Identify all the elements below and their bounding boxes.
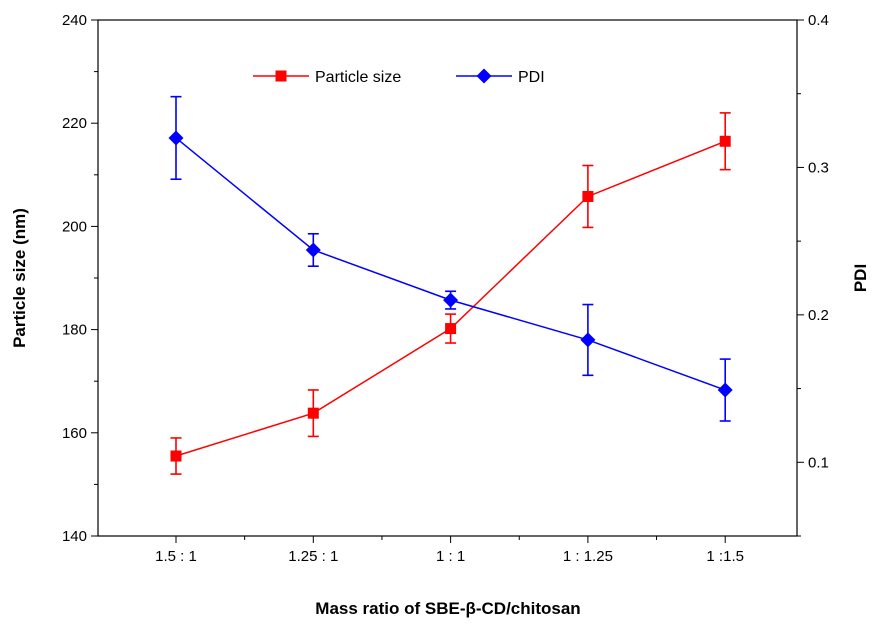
legend-marker — [275, 70, 287, 82]
plot-frame — [97, 19, 798, 537]
right-tick-label: 0.2 — [808, 307, 829, 324]
legend: Particle size PDI — [253, 68, 545, 86]
left-y-axis-title: Particle size (nm) — [10, 208, 29, 348]
right-tick-label: 0.4 — [808, 12, 829, 29]
legend-label: PDI — [518, 69, 545, 86]
series-line — [175, 137, 726, 391]
data-point — [582, 190, 594, 202]
legend-item-2: PDI — [456, 68, 545, 86]
data-point — [305, 242, 321, 258]
data-point — [719, 135, 731, 147]
data-point — [168, 130, 184, 146]
left-tick-label: 240 — [62, 12, 87, 29]
x-axis: 1.5 : 1 1.25 : 1 1 : 1 1 : 1.25 1 :1.5 — [155, 536, 744, 565]
data-point — [443, 292, 459, 308]
x-tick-label: 1.5 : 1 — [155, 548, 197, 565]
data-point — [580, 332, 596, 348]
left-tick-label: 180 — [62, 322, 87, 339]
series-layer — [168, 95, 733, 475]
left-tick-label: 200 — [62, 218, 87, 235]
left-tick-label: 140 — [62, 528, 87, 545]
data-point — [170, 450, 182, 462]
right-y-axis: 0.1 0.2 0.3 0.4 — [797, 12, 829, 537]
left-y-axis: 140 160 180 200 220 240 — [62, 12, 98, 545]
x-axis-title: Mass ratio of SBE-β-CD/chitosan — [315, 599, 580, 618]
plot-border — [97, 19, 798, 537]
x-tick-label: 1 : 1.25 — [563, 548, 613, 565]
right-y-axis-title: PDI — [851, 264, 870, 292]
right-tick-label: 0.3 — [808, 159, 829, 176]
right-tick-label: 0.1 — [808, 454, 829, 471]
series-1 — [170, 112, 731, 475]
series-2 — [168, 95, 733, 422]
data-point — [445, 323, 457, 335]
x-tick-label: 1.25 : 1 — [288, 548, 338, 565]
legend-label: Particle size — [315, 69, 401, 86]
data-point — [307, 407, 319, 419]
x-tick-label: 1 : 1 — [436, 548, 465, 565]
x-tick-label: 1 :1.5 — [706, 548, 744, 565]
left-tick-label: 160 — [62, 425, 87, 442]
legend-marker — [476, 68, 492, 84]
data-point — [717, 382, 733, 398]
legend-item-1: Particle size — [253, 69, 401, 86]
left-tick-label: 220 — [62, 115, 87, 132]
